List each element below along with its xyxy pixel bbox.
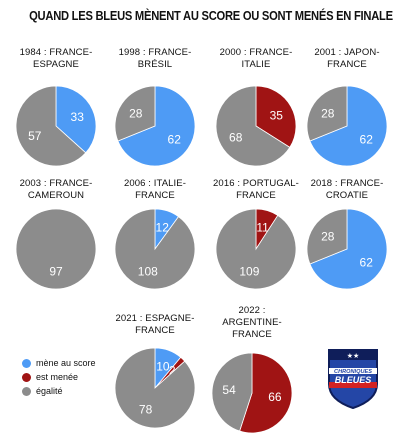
legend: mène au score est menée égalité bbox=[22, 356, 96, 398]
pie-slice-lead bbox=[309, 85, 388, 167]
pie-title-line: 2006 : ITALIE- bbox=[124, 178, 186, 189]
pie-value-label-draw: 57 bbox=[28, 129, 42, 143]
legend-item-lead: mène au score bbox=[22, 356, 96, 370]
pie-slice-lead bbox=[309, 208, 388, 290]
pie-slice-draw bbox=[215, 208, 297, 290]
legend-label-lead: mène au score bbox=[36, 358, 96, 368]
pie-value-label-lead: 12 bbox=[156, 220, 170, 234]
pie-title-line: BRÉSIL bbox=[137, 59, 173, 70]
pie-title: 1984 : FRANCE- ESPAGNE bbox=[1, 47, 111, 71]
pie-value-label-draw: 97 bbox=[49, 265, 63, 279]
pie-slice-draw bbox=[15, 208, 97, 290]
pie-slice-lead bbox=[55, 85, 97, 154]
pie-slice-draw bbox=[211, 352, 253, 432]
chroniques-bleues-logo: ★★ CHRONIQUES BLEUES bbox=[327, 348, 379, 410]
pie-title: 2018 : FRANCE- CROATIE bbox=[292, 178, 402, 202]
legend-item-trail: est menée bbox=[22, 370, 96, 384]
pie-value-label-draw: 28 bbox=[321, 107, 335, 121]
legend-item-draw: égalité bbox=[22, 384, 96, 398]
pie-title-line: 1998 : FRANCE- bbox=[118, 47, 192, 58]
pie-value-label-draw: 78 bbox=[139, 403, 153, 417]
pie-title-line: ARGENTINE- bbox=[222, 317, 282, 328]
pie-title-line: FRANCE bbox=[135, 325, 175, 336]
shield-icon: ★★ CHRONIQUES BLEUES bbox=[328, 349, 378, 410]
pie-title: 2021 : ESPAGNE- FRANCE bbox=[100, 313, 210, 337]
pie-slice-draw bbox=[114, 208, 196, 290]
pie-title: 2006 : ITALIE- FRANCE bbox=[100, 178, 210, 202]
pie-chart: 33 57 bbox=[15, 85, 97, 167]
pie-value-label-trail: 35 bbox=[270, 108, 284, 122]
pie-title: 2000 : FRANCE- ITALIE bbox=[201, 47, 311, 71]
logo-text-bottom: BLEUES bbox=[335, 375, 372, 385]
pie-value-label-draw: 28 bbox=[321, 230, 335, 244]
pie-slice-draw bbox=[15, 85, 87, 167]
pie-title: 1998 : FRANCE- BRÉSIL bbox=[100, 47, 210, 71]
pie-title-line: 2022 : bbox=[238, 305, 266, 316]
pie-value-label-trail: 66 bbox=[268, 390, 282, 404]
pie-slice-lead bbox=[117, 85, 196, 167]
pie-title-line: 2016 : PORTUGAL- bbox=[213, 178, 299, 189]
legend-label-trail: est menée bbox=[36, 372, 79, 382]
pie-title-line: FRANCE bbox=[236, 190, 276, 201]
pie-title: 2001 : JAPON- FRANCE bbox=[292, 47, 402, 71]
pie-title-line: ITALIE bbox=[241, 59, 271, 70]
pie-value-label-draw: 109 bbox=[239, 265, 259, 279]
pie-slice-draw bbox=[114, 347, 196, 429]
pie-title-line: FRANCE bbox=[135, 190, 175, 201]
page-title: QUAND LES BLEUS MÈNENT AU SCORE OU SONT … bbox=[29, 8, 393, 23]
pie-title: 2003 : FRANCE- CAMEROUN bbox=[1, 178, 111, 202]
legend-swatch-trail bbox=[22, 372, 31, 382]
legend-label-draw: égalité bbox=[36, 386, 63, 396]
pie-value-label-lead: 62 bbox=[168, 133, 182, 147]
pie-chart: 10 2 78 bbox=[114, 347, 196, 429]
pie-chart: 66 54 bbox=[211, 352, 293, 434]
pie-chart: 35 68 bbox=[215, 85, 297, 167]
pie-slice-draw bbox=[306, 208, 348, 265]
legend-swatch-draw bbox=[22, 386, 31, 396]
pie-title-line: 2003 : FRANCE- bbox=[19, 178, 93, 189]
pie-value-label-trail: 11 bbox=[256, 220, 269, 234]
pie-title-line: 1984 : FRANCE- bbox=[19, 47, 93, 58]
pie-chart: 62 28 bbox=[306, 208, 388, 290]
pie-value-label-draw: 54 bbox=[222, 383, 236, 397]
logo-stars: ★★ bbox=[347, 352, 360, 360]
pie-value-label-lead: 10 bbox=[156, 360, 170, 374]
pie-title-line: FRANCE bbox=[327, 59, 367, 70]
pie-value-label-trail: 2 bbox=[169, 364, 176, 378]
pie-value-label-draw: 108 bbox=[138, 265, 158, 279]
legend-swatch-lead bbox=[22, 358, 31, 368]
pie-chart: 97 bbox=[15, 208, 97, 290]
pie-title-line: 2001 : JAPON- bbox=[314, 47, 380, 58]
pie-chart: 11 109 bbox=[215, 208, 297, 290]
pie-title-line: CAMEROUN bbox=[27, 190, 85, 201]
pie-chart: 62 28 bbox=[306, 85, 388, 167]
pie-title-line: ESPAGNE bbox=[33, 59, 79, 70]
pie-title-line: CROATIE bbox=[325, 190, 369, 201]
pie-title-line: 2000 : FRANCE- bbox=[219, 47, 293, 58]
pie-value-label-draw: 28 bbox=[129, 107, 143, 121]
pie-title-line: FRANCE bbox=[232, 329, 272, 340]
pie-chart: 62 28 bbox=[114, 85, 196, 167]
pie-title: 2022 : ARGENTINE- FRANCE bbox=[197, 305, 307, 341]
pie-title-line: 2021 : ESPAGNE- bbox=[115, 313, 195, 324]
pie-value-label-lead: 62 bbox=[360, 133, 374, 147]
pie-slice-draw bbox=[114, 85, 156, 142]
pie-chart: 12 108 bbox=[114, 208, 196, 290]
pie-value-label-lead: 62 bbox=[360, 256, 374, 270]
pie-title: 2016 : PORTUGAL- FRANCE bbox=[201, 178, 311, 202]
pie-slice-draw bbox=[306, 85, 348, 142]
pie-value-label-draw: 68 bbox=[229, 131, 243, 145]
pie-title-line: 2018 : FRANCE- bbox=[310, 178, 384, 189]
logo-text-top: CHRONIQUES bbox=[334, 369, 372, 375]
pie-slice-draw bbox=[215, 85, 291, 167]
pie-value-label-lead: 33 bbox=[71, 110, 85, 124]
pie-slice-trail bbox=[239, 352, 293, 434]
